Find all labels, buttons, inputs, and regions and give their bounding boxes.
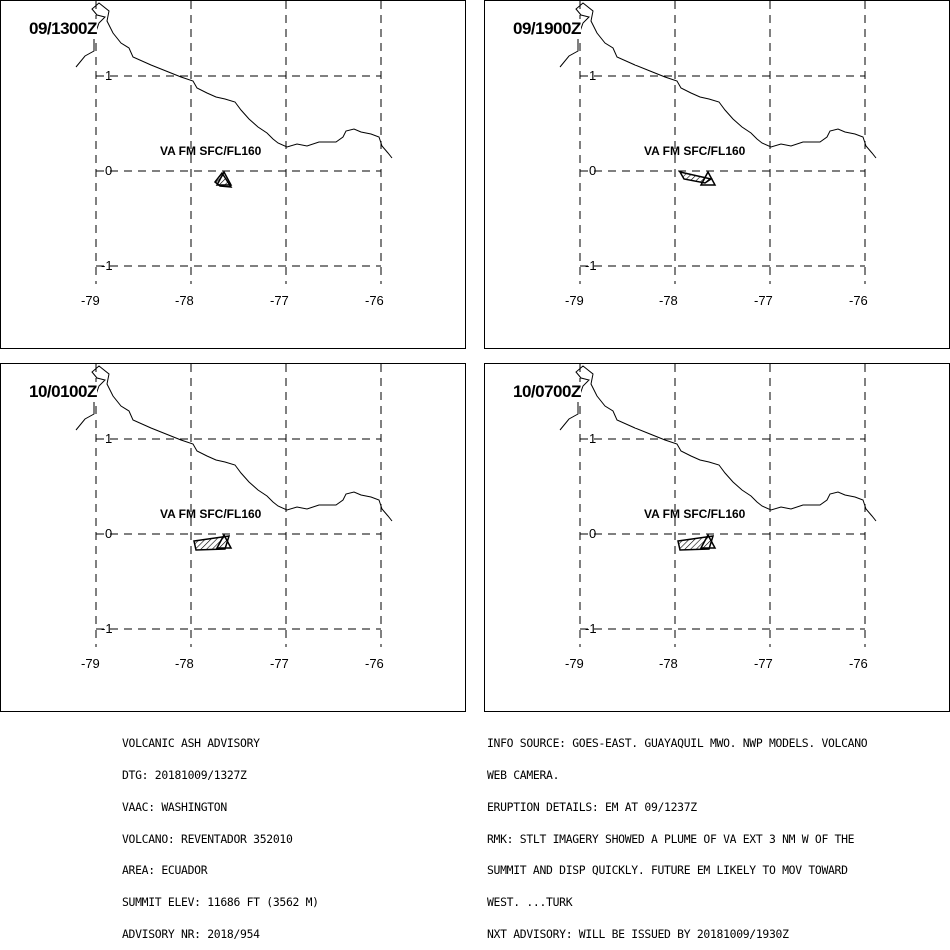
advisory-text-right: INFO SOURCE: GOES-EAST. GUAYAQUIL MWO. N… [487,717,868,950]
longitude-tick-label: -76 [849,293,868,308]
latitude-tick-label: 0 [589,526,597,541]
ash-layer-label: VA FM SFC/FL160 [160,144,262,158]
latitude-tick-label: -1 [101,258,113,273]
latitude-tick-label: 0 [105,163,113,178]
panel-valid-time: 09/1900Z [513,19,581,39]
latitude-tick-label: 1 [589,431,597,446]
coastline [75,365,393,522]
advisory-line: RMK: STLT IMAGERY SHOWED A PLUME OF VA E… [487,831,855,846]
longitude-tick-label: -78 [659,656,678,671]
latitude-tick-label: -1 [585,621,597,636]
latitude-tick-label: -1 [101,621,113,636]
advisory-line: VOLCANO: REVENTADOR 352010 [122,831,293,846]
panel-valid-time: 10/0100Z [29,382,97,402]
advisory-line: SUMMIT AND DISP QUICKLY. FUTURE EM LIKEL… [487,863,848,878]
map-canvas [559,1,877,284]
longitude-tick-label: -77 [270,656,289,671]
advisory-line: ERUPTION DETAILS: EM AT 09/1237Z [487,799,697,814]
volcano-triangle-icon [215,170,233,186]
latitude-tick-label: 1 [105,431,113,446]
advisory-line: WEB CAMERA. [487,767,560,782]
map-canvas [75,1,393,284]
latitude-tick-label: 0 [105,526,113,541]
longitude-tick-label: -78 [175,293,194,308]
longitude-tick-label: -79 [565,293,584,308]
volcano-triangle-icon [215,533,233,549]
latitude-tick-label: 0 [589,163,597,178]
advisory-line: INFO SOURCE: GOES-EAST. GUAYAQUIL MWO. N… [487,736,868,751]
ash-layer-label: VA FM SFC/FL160 [644,507,746,521]
longitude-tick-label: -77 [270,293,289,308]
volcano-triangle-icon [699,533,717,549]
advisory-line: ADVISORY NR: 2018/954 [122,926,260,941]
longitude-tick-label: -79 [81,293,100,308]
ash-layer-label: VA FM SFC/FL160 [644,144,746,158]
coastline [559,365,877,522]
advisory-text-left: VOLCANIC ASH ADVISORY DTG: 20181009/1327… [122,717,319,950]
longitude-tick-label: -78 [175,656,194,671]
coastline [75,2,393,159]
advisory-line: WEST. ...TURK [487,895,573,910]
ash-plume-polygon [677,535,715,551]
longitude-tick-label: -76 [365,293,384,308]
coastline [559,2,877,159]
advisory-line: VOLCANIC ASH ADVISORY [122,736,260,751]
ash-plume-polygon [193,535,231,551]
advisory-line: AREA: ECUADOR [122,863,208,878]
ash-layer-label: VA FM SFC/FL160 [160,507,262,521]
advisory-line: SUMMIT ELEV: 11686 FT (3562 M) [122,895,319,910]
forecast-panel-2: 09/1900Z VA FM SFC/FL160 1 0 -1 -79 -78 -77 -76 [484,0,950,349]
map-canvas [559,364,877,647]
panel-valid-time: 09/1300Z [29,19,97,39]
longitude-tick-label: -77 [754,656,773,671]
forecast-panel-3: 10/0100Z VA FM SFC/FL160 1 0 -1 -79 -78 -77 -76 [0,363,466,712]
panel-valid-time: 10/0700Z [513,382,581,402]
longitude-tick-label: -79 [565,656,584,671]
latitude-tick-label: 1 [105,68,113,83]
longitude-tick-label: -77 [754,293,773,308]
volcano-triangle-icon [699,170,717,186]
forecast-panel-1: 09/1300Z VA FM SFC/FL160 1 0 -1 -79 -78 -77 -76 [0,0,466,349]
longitude-tick-label: -76 [365,656,384,671]
longitude-tick-label: -78 [659,293,678,308]
longitude-tick-label: -79 [81,656,100,671]
longitude-tick-label: -76 [849,656,868,671]
advisory-line: DTG: 20181009/1327Z [122,767,247,782]
advisory-line: NXT ADVISORY: WILL BE ISSUED BY 20181009… [487,926,789,941]
latitude-tick-label: -1 [585,258,597,273]
advisory-line: VAAC: WASHINGTON [122,799,227,814]
forecast-panel-4: 10/0700Z VA FM SFC/FL160 1 0 -1 -79 -78 -77 -76 [484,363,950,712]
latitude-tick-label: 1 [589,68,597,83]
map-canvas [75,364,393,647]
